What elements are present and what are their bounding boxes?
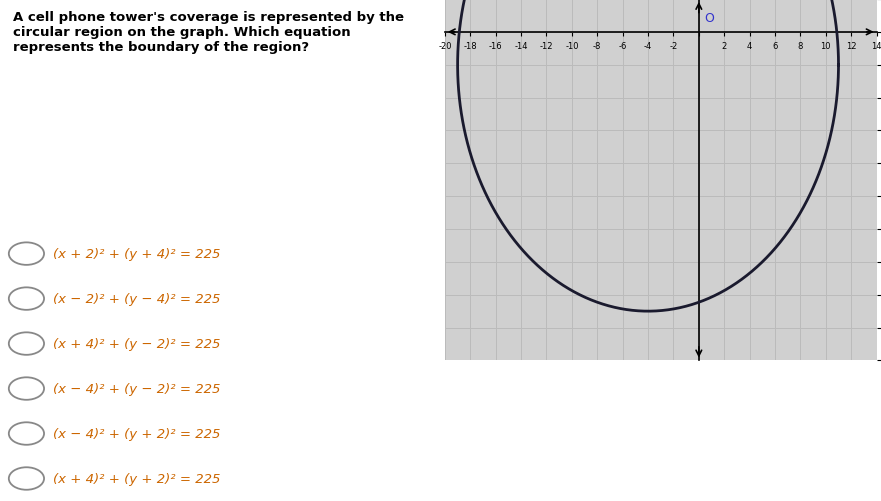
Text: A cell phone tower's coverage is represented by the
circular region on the graph: A cell phone tower's coverage is represe… — [13, 11, 404, 54]
Text: (x + 4)² + (y + 2)² = 225: (x + 4)² + (y + 2)² = 225 — [53, 472, 220, 485]
Text: (x + 2)² + (y + 4)² = 225: (x + 2)² + (y + 4)² = 225 — [53, 247, 220, 261]
Text: (x − 4)² + (y + 2)² = 225: (x − 4)² + (y + 2)² = 225 — [53, 427, 220, 440]
Text: (x + 4)² + (y − 2)² = 225: (x + 4)² + (y − 2)² = 225 — [53, 337, 220, 350]
Text: (x − 2)² + (y − 4)² = 225: (x − 2)² + (y − 4)² = 225 — [53, 293, 220, 306]
Text: O: O — [704, 12, 714, 25]
Text: (x − 4)² + (y − 2)² = 225: (x − 4)² + (y − 2)² = 225 — [53, 382, 220, 395]
